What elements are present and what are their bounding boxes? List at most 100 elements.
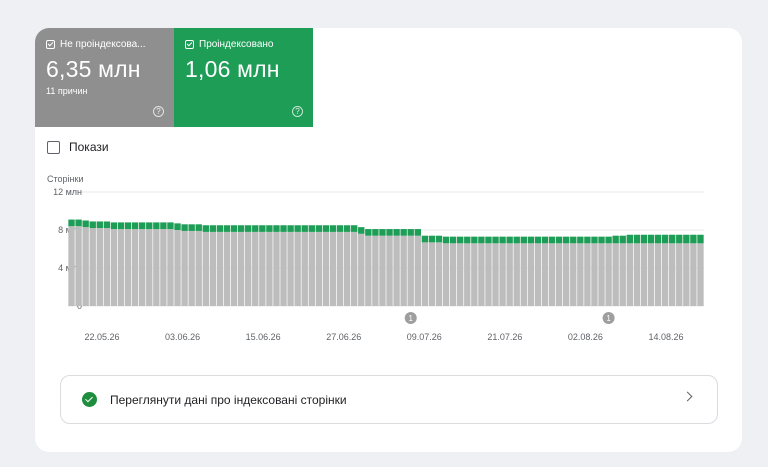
x-tick-label: 03.06.26: [165, 332, 200, 342]
bar-not-indexed: [301, 231, 308, 306]
bar-indexed: [386, 229, 393, 236]
bar-indexed: [273, 225, 280, 232]
bar-indexed: [259, 225, 266, 232]
bar-indexed: [647, 234, 655, 244]
bar-indexed: [541, 236, 549, 244]
x-tick-label: 22.05.26: [84, 332, 119, 342]
bar-not-indexed: [520, 243, 527, 306]
bar-not-indexed: [103, 228, 111, 306]
bar-not-indexed: [266, 231, 273, 306]
view-indexed-pages-link[interactable]: Переглянути дані про індексовані сторінк…: [60, 375, 718, 424]
bar-not-indexed: [174, 230, 181, 306]
bar-not-indexed: [442, 243, 450, 306]
bar-indexed: [513, 236, 520, 244]
bar-not-indexed: [612, 243, 619, 306]
bar-not-indexed: [464, 243, 471, 306]
bar-indexed: [669, 234, 676, 244]
bar-indexed: [690, 234, 697, 244]
bar-indexed: [584, 236, 591, 244]
bar-not-indexed: [287, 231, 294, 306]
bar-not-indexed: [223, 231, 231, 306]
checkbox-unchecked-icon[interactable]: [47, 140, 60, 154]
bar-not-indexed: [697, 243, 704, 306]
bar-not-indexed: [273, 231, 280, 306]
bar-indexed: [139, 222, 146, 230]
bar-indexed: [117, 222, 125, 230]
bar-not-indexed: [449, 243, 457, 306]
bar-indexed: [661, 234, 669, 244]
link-label: Переглянути дані про індексовані сторінк…: [110, 392, 347, 407]
bar-indexed: [683, 234, 690, 244]
bar-indexed: [280, 225, 287, 232]
tile-label: Не проіндексова...: [60, 39, 146, 50]
bar-not-indexed: [485, 243, 492, 306]
bar-not-indexed: [188, 230, 195, 306]
y-tick-label: 12 млн: [53, 187, 82, 197]
x-tick-label: 02.08.26: [568, 332, 603, 342]
bar-indexed: [245, 225, 252, 232]
bar-indexed: [365, 229, 372, 236]
bar-not-indexed: [541, 243, 549, 306]
bar-indexed: [428, 235, 436, 243]
bar-indexed: [626, 234, 633, 244]
indexed-tile[interactable]: Проіндексовано 1,06 млн ?: [174, 28, 313, 127]
bar-not-indexed: [647, 243, 655, 306]
bar-not-indexed: [661, 243, 669, 306]
bar-indexed: [315, 225, 323, 232]
bar-not-indexed: [202, 231, 209, 306]
bar-indexed: [471, 236, 478, 244]
bar-indexed: [308, 225, 315, 232]
bar-indexed: [181, 224, 188, 231]
bar-indexed: [633, 234, 641, 244]
bar-not-indexed: [294, 231, 301, 306]
bar-indexed: [167, 222, 174, 230]
bar-indexed: [252, 225, 259, 232]
bar-not-indexed: [499, 243, 506, 306]
bar-not-indexed: [110, 229, 118, 306]
bar-not-indexed: [167, 229, 174, 306]
x-tick-label: 21.07.26: [487, 332, 522, 342]
bar-not-indexed: [252, 231, 259, 306]
index-report-card: Не проіндексова... 6,35 млн 11 причин ? …: [35, 28, 742, 452]
bar-indexed: [68, 219, 75, 227]
not-indexed-tile[interactable]: Не проіндексова... 6,35 млн 11 причин ?: [35, 28, 174, 127]
bar-not-indexed: [414, 235, 421, 306]
bar-not-indexed: [605, 243, 612, 306]
bar-not-indexed: [379, 235, 386, 306]
bar-indexed: [640, 234, 648, 244]
checkbox-checked-icon[interactable]: [185, 40, 194, 49]
bar-not-indexed: [82, 227, 89, 306]
bar-indexed: [216, 225, 224, 232]
bar-not-indexed: [513, 243, 520, 306]
bar-not-indexed: [527, 243, 535, 306]
bar-not-indexed: [237, 231, 245, 306]
checkbox-checked-icon[interactable]: [46, 40, 55, 49]
bar-not-indexed: [626, 243, 633, 306]
show-impressions-toggle[interactable]: Покази: [47, 140, 109, 154]
bar-not-indexed: [654, 243, 662, 306]
bar-indexed: [605, 236, 612, 244]
bar-not-indexed: [68, 226, 75, 306]
help-icon[interactable]: ?: [153, 106, 164, 117]
bar-not-indexed: [259, 231, 266, 306]
bar-indexed: [188, 224, 195, 231]
bar-indexed: [421, 235, 429, 243]
bar-not-indexed: [555, 243, 563, 306]
bar-not-indexed: [358, 233, 365, 306]
bar-indexed: [598, 236, 605, 244]
bar-indexed: [612, 235, 619, 244]
help-icon[interactable]: ?: [292, 106, 303, 117]
bar-indexed: [358, 227, 365, 234]
bar-not-indexed: [230, 231, 238, 306]
bar-indexed: [343, 225, 351, 232]
annotation-marker: [602, 312, 615, 324]
bar-indexed: [414, 229, 421, 236]
bar-not-indexed: [372, 235, 379, 306]
bar-indexed: [160, 222, 167, 230]
bar-indexed: [499, 236, 506, 244]
bar-indexed: [202, 225, 209, 232]
bar-indexed: [294, 225, 301, 232]
bar-indexed: [237, 225, 245, 232]
bar-not-indexed: [336, 231, 344, 306]
